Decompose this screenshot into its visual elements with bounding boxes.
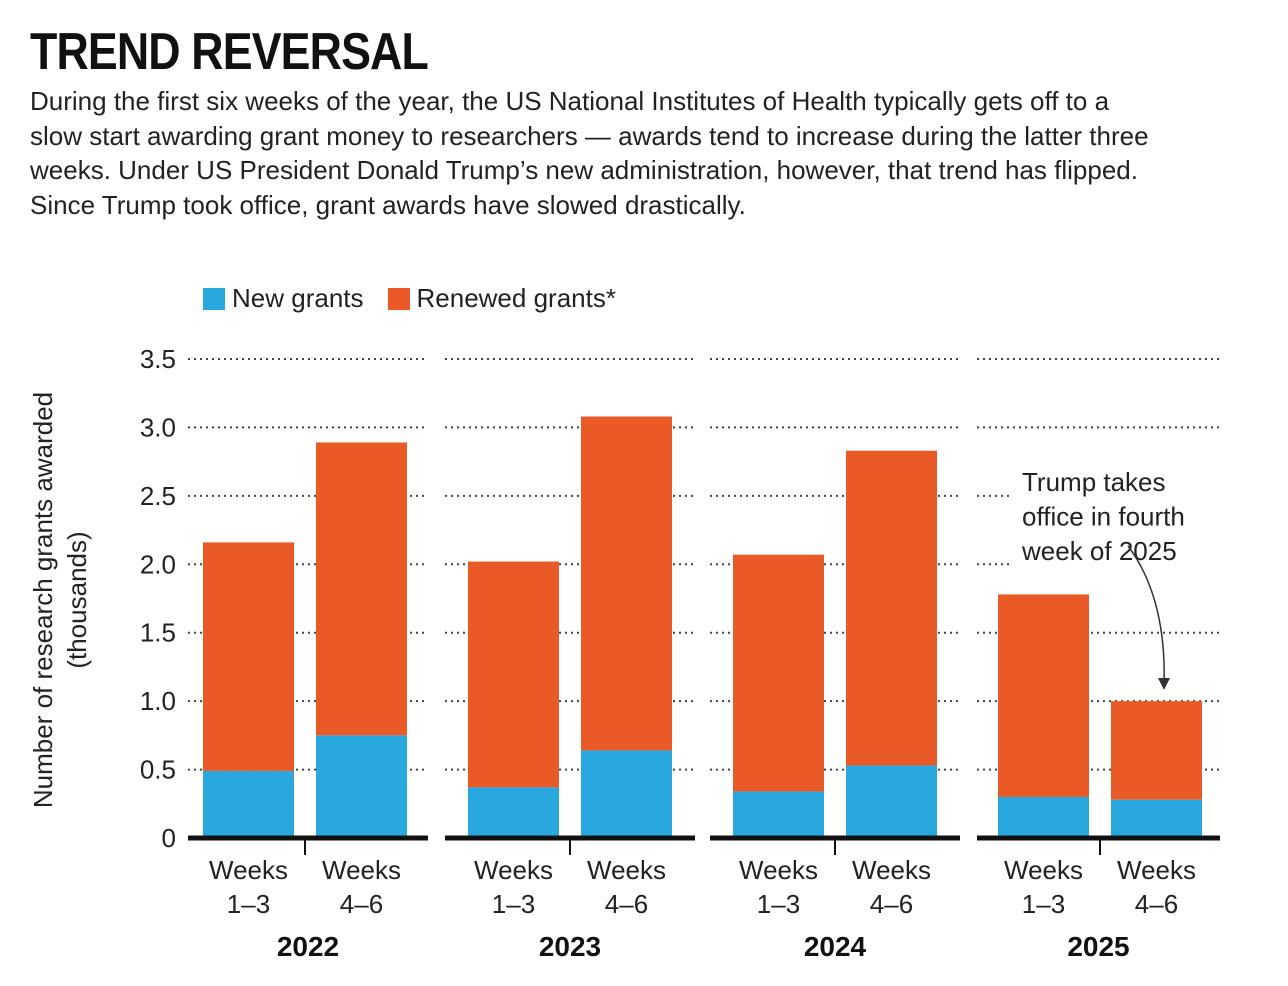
x-tick-label: Weeks [322, 855, 401, 885]
bar-segment-new [316, 735, 407, 838]
legend-swatch-renewed [387, 287, 410, 310]
y-tick-label: 1.5 [140, 618, 176, 648]
y-axis-title: Number of research grants awarded [28, 392, 58, 808]
annotation-arrowhead [1158, 678, 1170, 690]
legend: New grants Renewed grants* [203, 283, 640, 314]
x-tick-label: Weeks [1117, 855, 1196, 885]
y-tick-label: 2.0 [140, 549, 176, 579]
x-tick-label: 4–6 [870, 889, 913, 919]
x-tick-label: 1–3 [1022, 889, 1065, 919]
y-tick-label: 1.0 [140, 686, 176, 716]
bar-segment-new [203, 770, 294, 838]
bar-segment-new [733, 791, 824, 838]
x-tick-label: Weeks [587, 855, 666, 885]
x-tick-label: Weeks [209, 855, 288, 885]
year-label: 2023 [539, 931, 601, 962]
bar-segment-renewed [468, 561, 559, 788]
y-tick-label: 3.5 [140, 344, 176, 374]
y-tick-label: 0.5 [140, 755, 176, 785]
year-label: 2024 [804, 931, 867, 962]
bar-segment-renewed [733, 554, 824, 792]
x-tick-label: 4–6 [605, 889, 648, 919]
x-tick-label: Weeks [1004, 855, 1083, 885]
bar-segment-renewed [316, 442, 407, 736]
bar-segment-renewed [1111, 701, 1202, 800]
y-tick-label: 2.5 [140, 481, 176, 511]
legend-label-renewed: Renewed grants* [416, 283, 616, 313]
x-tick-label: Weeks [474, 855, 553, 885]
legend-swatch-new [203, 287, 225, 310]
legend-label-new: New grants [232, 283, 364, 313]
annotation-background [1012, 462, 1228, 568]
legend-item-new: New grants [203, 283, 364, 314]
annotation-text: Trump takes [1022, 467, 1166, 497]
y-tick-label: 0 [162, 823, 176, 853]
bar-segment-renewed [203, 542, 294, 771]
bar-segment-new [1111, 799, 1202, 838]
bar-segment-renewed [846, 450, 937, 766]
annotation-text: week of 2025 [1021, 536, 1177, 566]
bar-segment-new [998, 796, 1089, 838]
x-tick-label: 4–6 [340, 889, 383, 919]
x-tick-label: 1–3 [492, 889, 535, 919]
bar-segment-new [468, 787, 559, 838]
bar-segment-new [846, 765, 937, 838]
chart-title: TREND REVERSAL [30, 23, 429, 81]
chart-subtitle: During the first six weeks of the year, … [30, 86, 1149, 220]
bar-segment-new [581, 750, 672, 838]
y-tick-label: 3.0 [140, 412, 176, 442]
y-axis-title-units: (thousands) [62, 531, 92, 668]
x-tick-label: Weeks [852, 855, 931, 885]
x-tick-label: 1–3 [227, 889, 270, 919]
annotation-arrow [1127, 545, 1165, 685]
annotation-text: office in fourth [1022, 502, 1185, 532]
year-label: 2025 [1067, 931, 1129, 962]
year-label: 2022 [277, 931, 339, 962]
bar-segment-renewed [581, 416, 672, 751]
x-tick-label: Weeks [739, 855, 818, 885]
x-tick-label: 1–3 [757, 889, 800, 919]
legend-item-renewed: Renewed grants* [387, 283, 616, 314]
bar-segment-renewed [998, 594, 1089, 797]
x-tick-label: 4–6 [1135, 889, 1178, 919]
